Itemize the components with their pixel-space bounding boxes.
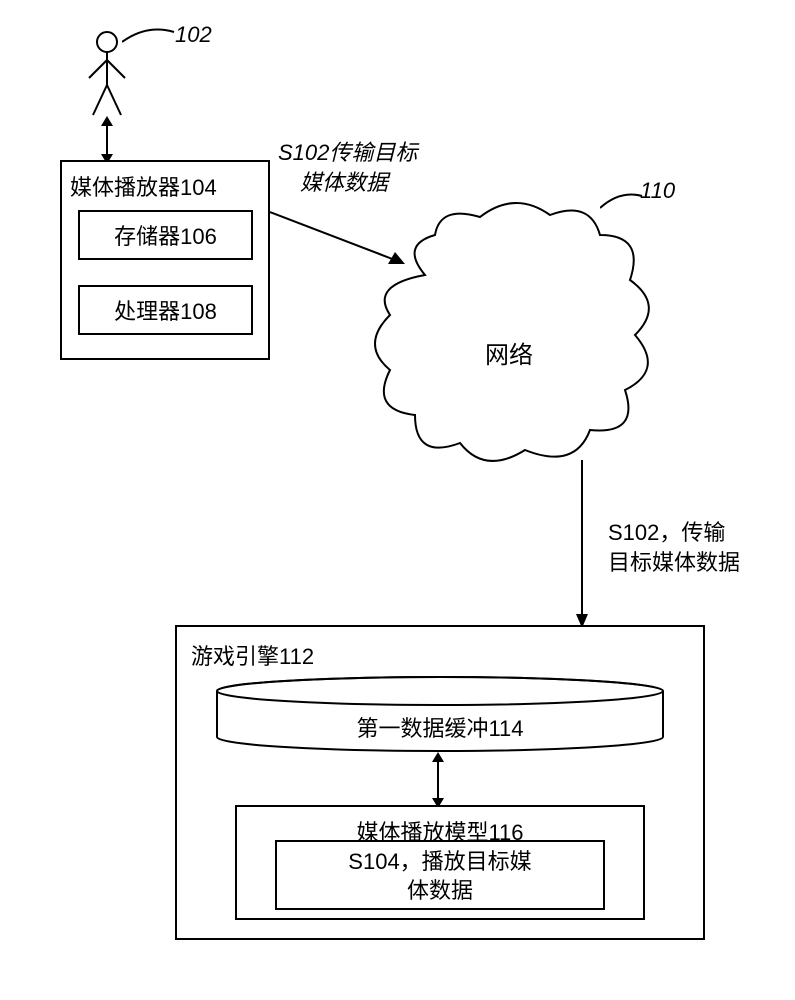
memory-box: 存储器106 [78, 210, 253, 260]
buffer-cylinder: 第一数据缓冲114 [215, 675, 665, 755]
user-ref-label: 102 [175, 22, 212, 48]
step-s104-line1: S104，播放目标媒 [348, 849, 531, 874]
media-player-title: 媒体播放器104 [70, 170, 217, 202]
network-ref-label: 110 [640, 178, 675, 204]
game-engine-title: 游戏引擎112 [191, 639, 314, 671]
network-label: 网络 [485, 335, 533, 370]
buffer-label: 第一数据缓冲114 [215, 711, 665, 743]
processor-box: 处理器108 [78, 285, 253, 335]
edge-s102-bottom-label: S102，传输 目标媒体数据 [608, 518, 778, 577]
network-ref-lead [600, 192, 645, 217]
processor-label: 处理器108 [114, 294, 217, 326]
arrow-network-to-engine [574, 460, 590, 635]
edge-s102-top-label: S102传输目标 媒体数据 [278, 138, 458, 197]
diagram-canvas: 102 媒体播放器104 存储器106 处理器108 S102传输目标 媒体数据… [0, 0, 795, 1000]
step-s104-box: S104，播放目标媒 体数据 [275, 840, 605, 910]
network-cloud [365, 195, 660, 470]
memory-label: 存储器106 [114, 219, 217, 251]
user-ref-lead [122, 28, 177, 53]
arrow-buffer-model [430, 752, 446, 813]
step-s104-line2: 体数据 [407, 878, 473, 903]
